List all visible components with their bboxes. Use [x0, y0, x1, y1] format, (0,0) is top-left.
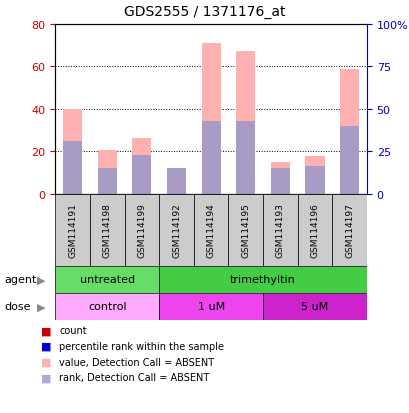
Bar — [270, 162, 289, 194]
Text: dose: dose — [4, 301, 31, 312]
Bar — [339, 126, 358, 194]
Text: ▶: ▶ — [37, 301, 45, 312]
Text: GSM114191: GSM114191 — [68, 203, 77, 258]
Text: GSM114199: GSM114199 — [137, 203, 146, 258]
Bar — [124, 194, 159, 266]
Text: percentile rank within the sample: percentile rank within the sample — [59, 341, 224, 351]
Text: agent: agent — [4, 275, 36, 285]
Bar — [263, 293, 366, 320]
Bar — [55, 293, 159, 320]
Bar — [193, 194, 228, 266]
Bar — [159, 293, 263, 320]
Bar — [305, 157, 324, 194]
Bar — [132, 156, 151, 194]
Text: ■: ■ — [41, 357, 52, 367]
Text: GSM114194: GSM114194 — [206, 203, 215, 258]
Text: ■: ■ — [41, 341, 52, 351]
Text: ■: ■ — [41, 373, 52, 382]
Bar — [236, 122, 255, 194]
Bar — [159, 266, 366, 293]
Bar — [90, 194, 124, 266]
Text: GDS2555 / 1371176_at: GDS2555 / 1371176_at — [124, 5, 285, 19]
Bar — [201, 44, 220, 194]
Bar — [270, 169, 289, 194]
Bar — [97, 169, 117, 194]
Bar — [97, 151, 117, 194]
Bar — [132, 139, 151, 194]
Bar — [228, 194, 263, 266]
Bar — [166, 169, 186, 194]
Text: GSM114198: GSM114198 — [103, 203, 112, 258]
Text: GSM114197: GSM114197 — [344, 203, 353, 258]
Text: GSM114196: GSM114196 — [310, 203, 319, 258]
Text: value, Detection Call = ABSENT: value, Detection Call = ABSENT — [59, 357, 214, 367]
Bar — [263, 194, 297, 266]
Text: ■: ■ — [41, 325, 52, 335]
Bar — [159, 194, 193, 266]
Text: count: count — [59, 325, 87, 335]
Text: GSM114193: GSM114193 — [275, 203, 284, 258]
Text: rank, Detection Call = ABSENT: rank, Detection Call = ABSENT — [59, 373, 209, 382]
Text: GSM114192: GSM114192 — [172, 203, 181, 258]
Bar — [63, 109, 82, 194]
Text: 5 uM: 5 uM — [301, 301, 328, 312]
Bar — [339, 70, 358, 194]
Bar — [236, 52, 255, 194]
Bar — [201, 122, 220, 194]
Bar — [63, 141, 82, 194]
Text: control: control — [88, 301, 126, 312]
Text: ▶: ▶ — [37, 275, 45, 285]
Bar — [166, 169, 186, 194]
Bar — [297, 194, 332, 266]
Bar — [55, 194, 90, 266]
Text: GSM114195: GSM114195 — [240, 203, 249, 258]
Bar — [55, 266, 159, 293]
Text: trimethyltin: trimethyltin — [229, 275, 295, 285]
Bar — [305, 166, 324, 194]
Text: 1 uM: 1 uM — [197, 301, 224, 312]
Text: untreated: untreated — [79, 275, 135, 285]
Bar — [332, 194, 366, 266]
